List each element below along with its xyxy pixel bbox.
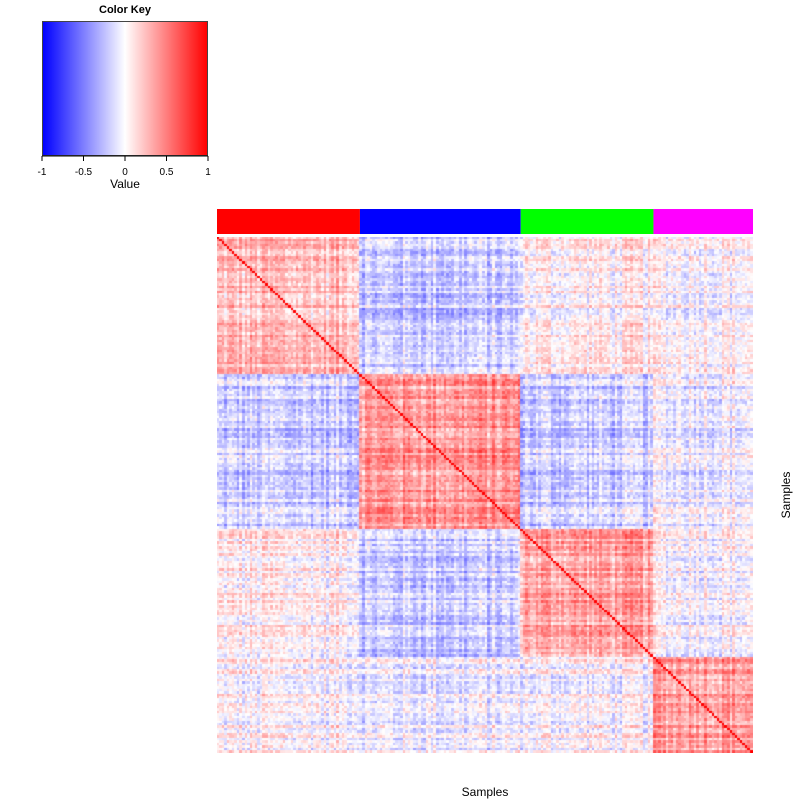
y-axis-title: Samples [779, 471, 793, 519]
color-key-tick-label: -1 [37, 167, 47, 178]
color-key-gradient [42, 21, 208, 156]
group-bar-group-3 [520, 209, 654, 234]
group-color-bar [217, 209, 753, 234]
color-key-tick-label: -0.5 [74, 167, 93, 178]
color-key-title: Color Key [99, 4, 151, 16]
group-bar-group-1 [217, 209, 360, 234]
color-key-tick-label: 0 [122, 167, 128, 178]
heatmap-cells [217, 237, 753, 753]
group-bar-group-4 [653, 209, 753, 234]
x-axis-title: Samples [461, 785, 509, 799]
group-bar-group-2 [359, 209, 521, 234]
color-key-tick-label: 1 [205, 167, 211, 178]
color-key-tick-label: 0.5 [159, 167, 174, 178]
color-key-xlabel: Value [110, 177, 140, 191]
